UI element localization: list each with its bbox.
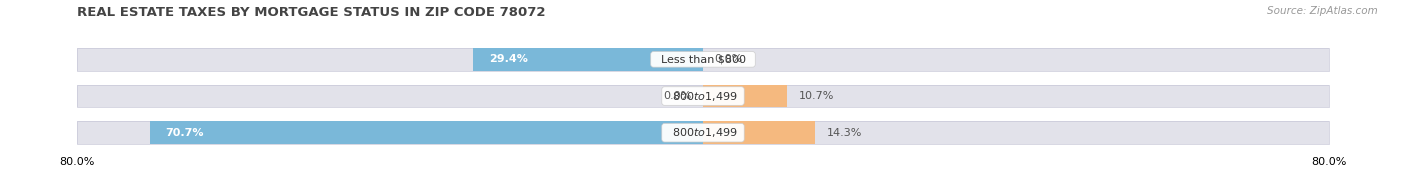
Bar bbox=[77, 48, 1329, 71]
Bar bbox=[77, 121, 1329, 144]
Text: Less than $800: Less than $800 bbox=[654, 54, 752, 64]
Bar bbox=[77, 121, 1329, 144]
Text: 0.0%: 0.0% bbox=[664, 91, 692, 101]
Text: 70.7%: 70.7% bbox=[166, 128, 204, 138]
Bar bbox=[703, 121, 815, 144]
Text: 10.7%: 10.7% bbox=[799, 91, 834, 101]
Bar bbox=[77, 48, 1329, 71]
Bar bbox=[703, 85, 787, 107]
Text: $800 to $1,499: $800 to $1,499 bbox=[665, 126, 741, 139]
Text: 29.4%: 29.4% bbox=[489, 54, 527, 64]
Text: Source: ZipAtlas.com: Source: ZipAtlas.com bbox=[1267, 6, 1378, 16]
Text: $800 to $1,499: $800 to $1,499 bbox=[665, 90, 741, 103]
Bar bbox=[150, 121, 703, 144]
Bar bbox=[472, 48, 703, 71]
Bar bbox=[77, 85, 1329, 107]
Bar bbox=[77, 85, 1329, 107]
Text: 14.3%: 14.3% bbox=[827, 128, 862, 138]
Text: 0.0%: 0.0% bbox=[714, 54, 742, 64]
Text: REAL ESTATE TAXES BY MORTGAGE STATUS IN ZIP CODE 78072: REAL ESTATE TAXES BY MORTGAGE STATUS IN … bbox=[77, 6, 546, 19]
